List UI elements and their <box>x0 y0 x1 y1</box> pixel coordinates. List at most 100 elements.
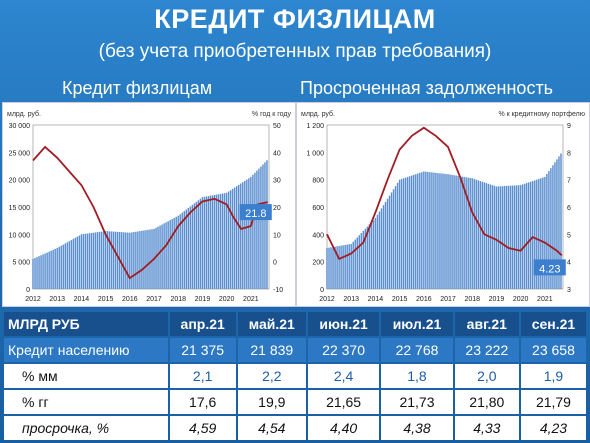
bar <box>76 236 79 289</box>
series-line <box>326 126 563 261</box>
table-cell: 4,59 <box>169 416 236 440</box>
y-right-tick-label: 3 <box>567 287 571 294</box>
bar <box>193 203 196 289</box>
bar <box>503 186 506 289</box>
bar <box>408 176 411 289</box>
bar <box>143 230 145 289</box>
bar <box>56 248 58 289</box>
left-panel-title: Кредит физлицам <box>62 78 213 98</box>
table-cell: 1,9 <box>520 364 586 388</box>
bar <box>380 208 383 289</box>
header-month: май.21 <box>237 312 306 336</box>
table-row: % мм 2,1 2,2 2,4 1,8 2,0 1,9 <box>4 364 586 388</box>
bar <box>151 229 153 289</box>
plot-frame <box>326 124 564 290</box>
header-label: МЛРД РУБ <box>4 312 168 336</box>
bar <box>84 233 87 289</box>
bar <box>100 231 103 289</box>
bar <box>98 231 101 289</box>
bar <box>64 243 66 289</box>
bar <box>356 237 358 289</box>
y-right-tick-label: 7 <box>567 178 571 185</box>
y-right-tick-label: 10 <box>273 232 281 239</box>
bar <box>72 238 75 289</box>
bar <box>211 195 214 289</box>
last-value-label: 21.8 <box>245 208 266 220</box>
y-right-tick-label: 8 <box>567 150 571 157</box>
bar <box>258 168 260 289</box>
bar <box>433 172 435 289</box>
bar <box>209 195 212 289</box>
bar <box>34 258 36 289</box>
bar <box>231 188 234 289</box>
bar <box>544 176 546 289</box>
bar <box>530 181 532 289</box>
bar <box>167 221 169 289</box>
y-left-tick-label: 200 <box>312 260 324 267</box>
y-right-tick-label: 9 <box>567 123 571 130</box>
bar <box>465 177 467 289</box>
bar <box>92 232 95 289</box>
bar <box>505 185 508 289</box>
bar <box>197 200 200 289</box>
bar <box>260 166 262 289</box>
bar <box>221 193 224 289</box>
bar <box>58 246 60 289</box>
bar <box>32 258 34 289</box>
bar <box>112 231 115 289</box>
bar <box>155 227 157 289</box>
x-tick-label: 2016 <box>122 296 138 303</box>
bar <box>431 172 433 289</box>
bar <box>415 174 417 289</box>
table-cell: 17,6 <box>169 390 236 414</box>
bar <box>207 196 210 289</box>
bar <box>364 228 367 289</box>
bar <box>187 208 190 289</box>
bar <box>548 171 550 289</box>
table-cell: 2,2 <box>237 364 306 388</box>
bar <box>42 254 44 289</box>
y-left-tick-label: 600 <box>312 205 324 212</box>
bar <box>225 192 228 289</box>
bar <box>552 165 554 289</box>
overdue-chart: млрд. руб. % к кредитному портфелю 0 200 400… <box>301 110 585 303</box>
bar <box>62 244 64 289</box>
table-cell: 2,4 <box>307 364 380 388</box>
bar <box>378 211 381 289</box>
bar <box>246 179 248 289</box>
bar <box>205 196 208 289</box>
table-cell: 21,73 <box>381 390 453 414</box>
bar <box>517 185 520 289</box>
bar <box>483 182 486 289</box>
bar <box>388 195 391 289</box>
bar <box>262 164 264 289</box>
bar <box>70 240 73 289</box>
x-tick-label: 2014 <box>74 296 90 303</box>
bar <box>348 244 350 289</box>
table-cell: 22 768 <box>381 338 453 362</box>
row-label: % гг <box>4 390 168 414</box>
loans-chart: млрд. руб. % год к году 0 5 000 10 000 15 000… <box>7 110 291 303</box>
bar <box>467 177 469 289</box>
bar <box>443 173 445 289</box>
left-axis-unit: млрд. руб. <box>301 110 335 118</box>
x-tick-label: 2013 <box>343 296 359 303</box>
bar <box>213 194 216 289</box>
bar <box>340 245 342 289</box>
table-header-row: МЛРД РУБ апр.21 май.21 июн.21 июл.21 авг.21 се… <box>4 312 586 336</box>
bar <box>515 185 518 289</box>
bar <box>161 224 163 289</box>
bar <box>159 225 161 289</box>
header-month: июн.21 <box>307 312 380 336</box>
bar <box>421 172 423 289</box>
bar <box>137 231 139 289</box>
last-value-box <box>533 259 566 276</box>
bar <box>78 235 81 289</box>
bar <box>400 178 403 289</box>
bar <box>453 175 455 289</box>
y-left-tick-label: 1 000 <box>306 150 324 157</box>
bar <box>477 180 480 289</box>
bar <box>417 173 419 289</box>
series-line <box>32 145 268 280</box>
x-tick-label: 2015 <box>98 296 114 303</box>
